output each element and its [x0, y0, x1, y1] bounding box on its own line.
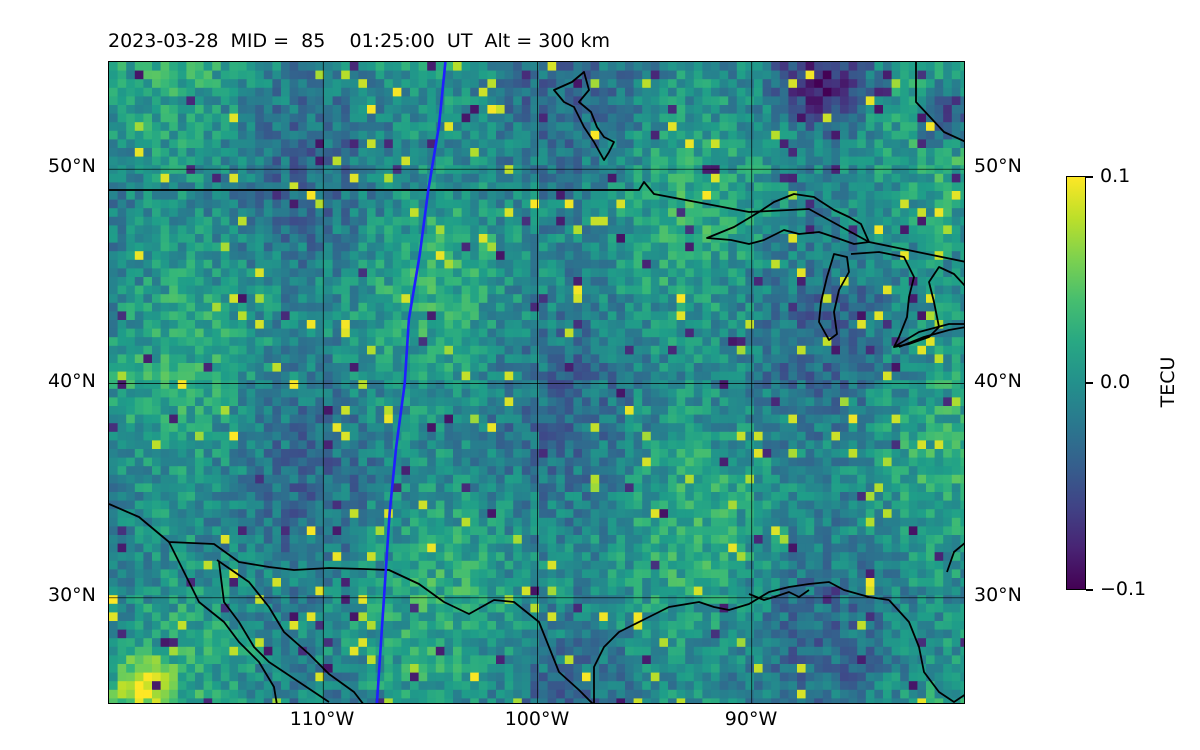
lon-label-110w: 110°W: [289, 708, 355, 730]
gulf-california-coast: [218, 561, 330, 703]
colorbar-label-min: −0.1: [1100, 578, 1147, 600]
lake-erie-south-coast: [898, 326, 964, 348]
colorbar-title: TECU: [1157, 356, 1179, 408]
louisiana-coast: [748, 589, 810, 601]
chart-title: 2023-03-28 MID = 85 01:25:00 UT Alt = 30…: [108, 30, 611, 52]
lake-winnipeg-coast: [553, 71, 615, 161]
satellite-track-line: [375, 62, 447, 703]
colorbar: [1066, 176, 1086, 590]
lake-michigan-coast: [818, 253, 850, 341]
gridlines: [109, 62, 964, 703]
tec-pixel-grid: [109, 62, 964, 703]
coastlines: [109, 62, 964, 703]
baja-coast: [168, 541, 278, 703]
us-mexico-border: [109, 503, 594, 703]
lat-label-left-30: 30°N: [48, 584, 96, 606]
lon-label-90w: 90°W: [724, 708, 778, 730]
florida-coast: [946, 542, 964, 573]
colorbar-tick-zero: [1086, 382, 1093, 384]
lat-label-left-50: 50°N: [48, 155, 96, 177]
hudson-bay-coast: [915, 62, 964, 143]
lake-erie-coast: [893, 323, 964, 348]
lat-label-left-40: 40°N: [48, 370, 96, 392]
lat-label-right-50: 50°N: [974, 155, 1022, 177]
us-canada-border: [109, 181, 964, 263]
colorbar-label-zero: 0.0: [1100, 371, 1131, 393]
map-panel: [108, 61, 965, 704]
lon-label-100w: 100°W: [504, 708, 570, 730]
tec-map: [109, 62, 964, 703]
lat-label-right-40: 40°N: [974, 370, 1022, 392]
gulf-coast-west: [593, 581, 890, 703]
colorbar-tick-max: [1086, 176, 1093, 178]
baja-west-coast: [216, 559, 364, 703]
lat-label-right-30: 30°N: [974, 584, 1022, 606]
colorbar-tick-min: [1086, 589, 1093, 591]
lake-superior-coast: [706, 193, 870, 245]
colorbar-label-max: 0.1: [1100, 165, 1131, 187]
gulf-coast-east: [888, 599, 964, 703]
